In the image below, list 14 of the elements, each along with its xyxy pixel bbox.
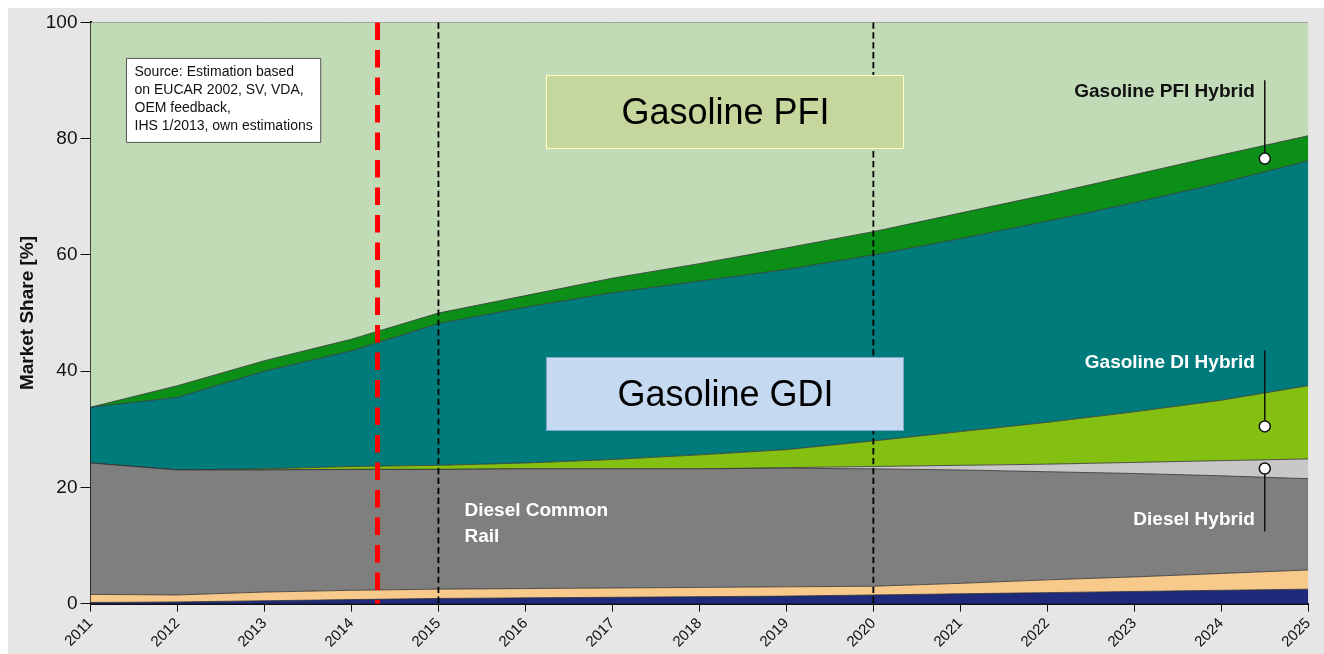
y-tick-label: 0	[66, 591, 78, 613]
text: Gasoline PFI Hybrid	[1074, 80, 1255, 102]
y-tick-label: 20	[56, 475, 78, 497]
y-tick-label: 60	[56, 243, 78, 265]
series-label: Diesel Hybrid	[1133, 507, 1255, 529]
label-box: Gasoline GDI	[546, 357, 905, 432]
annotation: Source: Estimation based on EUCAR 2002, SV, VDA, OEM feedback, IHS 1/2013, own estimations	[134, 63, 313, 134]
y-tick-label: 80	[56, 126, 78, 148]
series-label: Gasoline DI Hybrid	[1084, 350, 1255, 372]
y-tick-label: 100	[45, 10, 78, 32]
y-axis-title: Market Share [%]	[15, 235, 37, 391]
series-label: Diesel Common Rail	[464, 498, 609, 546]
label-box: Gasoline PFI	[546, 75, 905, 150]
y-tick-label: 40	[56, 359, 78, 381]
